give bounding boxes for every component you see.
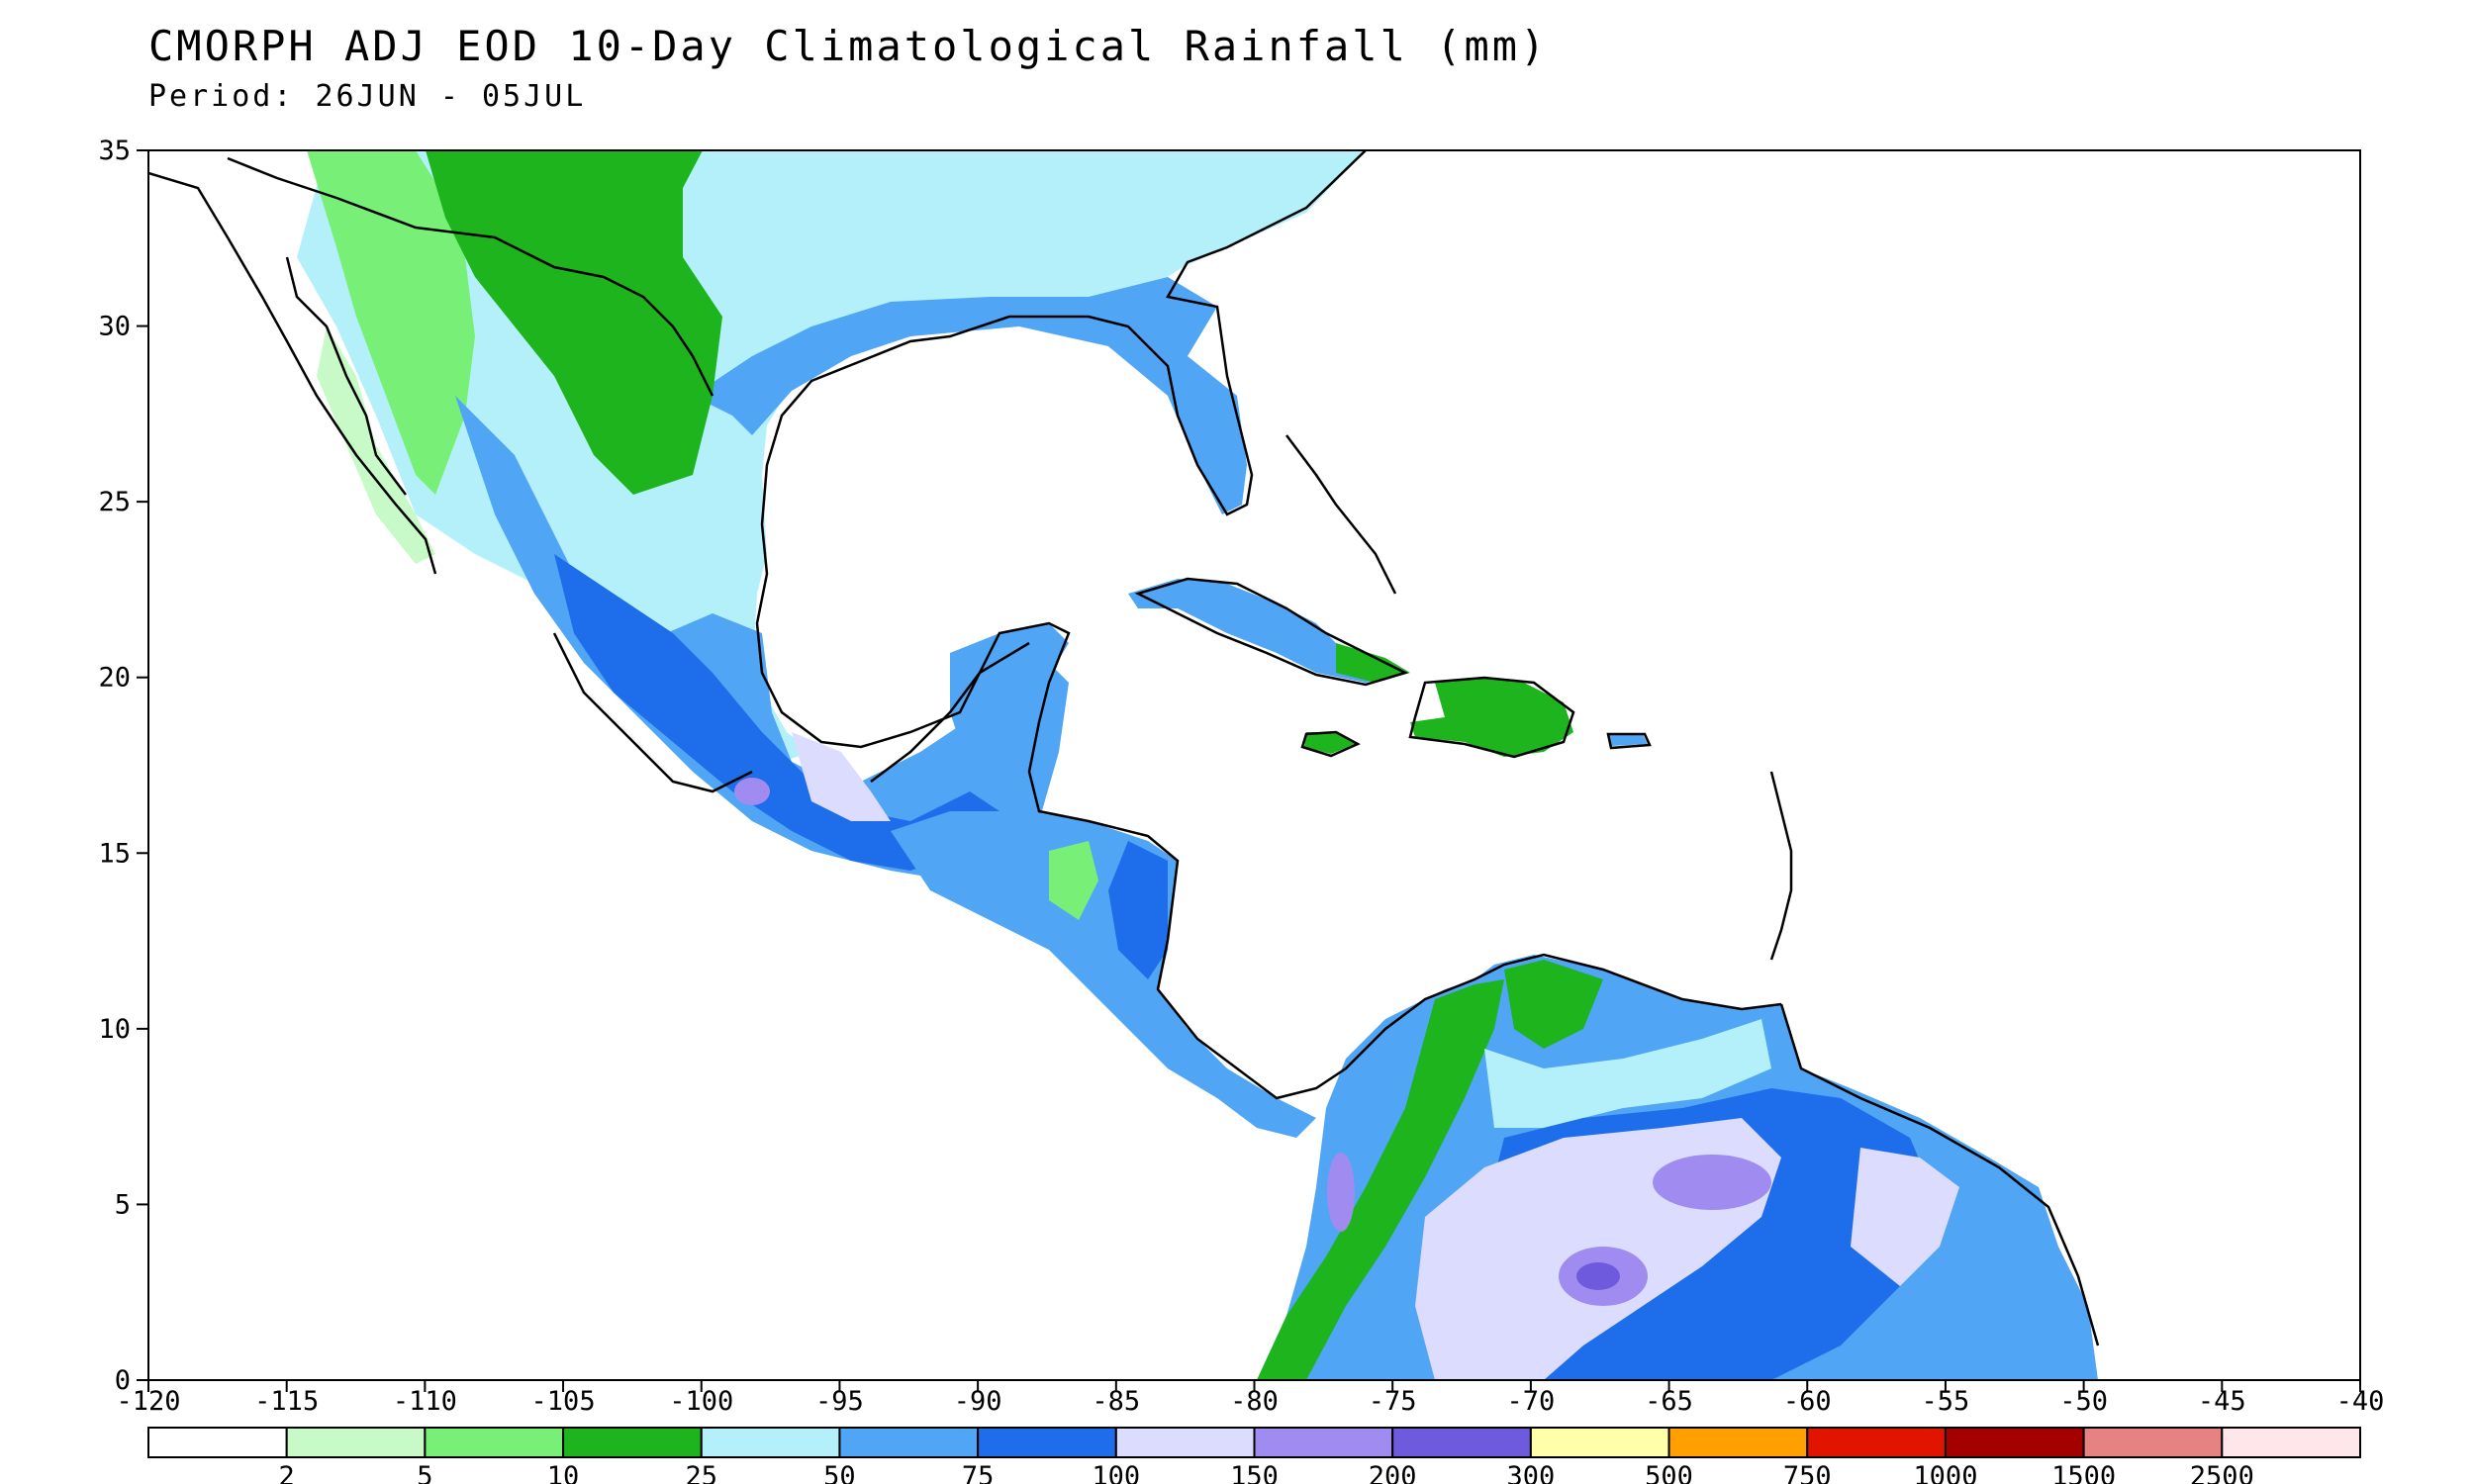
rainfall-region-yucatan	[950, 623, 1069, 791]
legend-label: 100	[1092, 1461, 1140, 1484]
legend-swatch	[562, 1427, 703, 1458]
legend-label: 300	[1506, 1461, 1555, 1484]
legend-swatch	[2221, 1427, 2361, 1458]
rainfall-region-venezuela-green	[1504, 960, 1603, 1049]
legend-swatch	[424, 1427, 565, 1458]
lon-tick-label: -115	[254, 1386, 319, 1417]
lon-tick-label: -90	[954, 1386, 1002, 1417]
rainfall-region-central-america	[891, 811, 1316, 1138]
lon-tick-label: -120	[116, 1386, 180, 1417]
lon-tick-label: -65	[1645, 1386, 1693, 1417]
lon-tick-label: -105	[531, 1386, 596, 1417]
rainfall-region-nw-mexico	[307, 150, 475, 495]
lon-tick-label: -40	[2336, 1386, 2385, 1417]
lon-tick-label: -80	[1230, 1386, 1279, 1417]
legend-label: 1000	[1913, 1461, 1977, 1484]
rainfall-region-light-blue-sa	[1484, 1019, 1771, 1128]
lat-tick-label: 15	[98, 838, 131, 869]
legend-label: 5	[417, 1461, 432, 1484]
lon-tick-label: -95	[815, 1386, 864, 1417]
lon-tick-label: -50	[2059, 1386, 2108, 1417]
rainfall-region-purple-core-east	[1653, 1155, 1771, 1210]
lon-tick-label: -60	[1783, 1386, 1832, 1417]
legend-swatch	[700, 1427, 841, 1458]
lat-tick-label: 5	[115, 1189, 131, 1220]
legend-label: 25	[685, 1461, 717, 1484]
lon-tick-label: -45	[2198, 1386, 2246, 1417]
rainfall-region-andes-green	[1257, 979, 1504, 1380]
legend-swatch	[1806, 1427, 1947, 1458]
lon-tick-label: -75	[1369, 1386, 1417, 1417]
rainfall-region-gulf-coast	[693, 277, 1247, 514]
legend-label: 150	[1230, 1461, 1279, 1484]
coastlines	[148, 150, 2100, 1346]
rainfall-region-central-america-dark	[1108, 841, 1168, 979]
rainfall-legend: 2 5 10 25 50 75 100 150 200 300 500 750 1000 1500 2500	[147, 1427, 2361, 1484]
latitude-axis: 0 5 10 15 20 25 30 35	[98, 136, 148, 1396]
rainfall-region-dark-purple-core	[1576, 1262, 1620, 1290]
rainfall-region-hispaniola	[1410, 678, 1573, 757]
legend-label: 10	[547, 1461, 580, 1484]
lon-tick-label: -55	[1922, 1386, 1970, 1417]
rainfall-region-south-mexico	[455, 396, 1069, 881]
rainfall-region-jamaica	[1304, 732, 1356, 754]
legend-label: 2	[279, 1461, 295, 1484]
lon-tick-label: -85	[1092, 1386, 1140, 1417]
lat-tick-label: 10	[98, 1014, 131, 1045]
rainfall-region-isthmus-lavender	[792, 732, 891, 821]
rainfall-region-mexico-dark	[554, 554, 999, 871]
rainfall-region-guianas	[1851, 1148, 1959, 1286]
rainfall-region-mexico-plateau	[426, 150, 722, 495]
legend-swatch	[838, 1427, 980, 1458]
legend-swatch	[2082, 1427, 2224, 1458]
legend-label: 500	[1645, 1461, 1693, 1484]
legend-label: 2500	[2190, 1461, 2254, 1484]
legend-label: 1500	[2051, 1461, 2116, 1484]
lon-tick-label: -70	[1506, 1386, 1555, 1417]
legend-swatch	[1667, 1427, 1809, 1458]
lat-tick-label: 20	[98, 663, 131, 694]
lon-tick-label: -100	[669, 1386, 733, 1417]
legend-label: 200	[1369, 1461, 1417, 1484]
lon-tick-label: -110	[393, 1386, 457, 1417]
legend-swatch	[147, 1427, 288, 1458]
map-subtitle: Period: 26JUN - 05JUL	[148, 79, 587, 114]
legend-label: 750	[1783, 1461, 1832, 1484]
legend-label: 75	[962, 1461, 995, 1484]
lat-tick-label: 30	[98, 312, 131, 342]
legend-swatch	[1253, 1427, 1394, 1458]
lat-tick-label: 25	[98, 487, 131, 517]
legend-swatch	[1114, 1427, 1256, 1458]
lat-tick-label: 35	[98, 136, 131, 166]
map-title: CMORPH ADJ EOD 10-Day Climatological Rai…	[148, 22, 1549, 70]
legend-swatch	[977, 1427, 1117, 1458]
rainfall-region-guatemala-green	[1049, 841, 1098, 920]
legend-swatch	[1944, 1427, 2085, 1458]
rainfall-region-puerto-rico	[1608, 734, 1648, 746]
lat-tick-label: 0	[115, 1365, 131, 1396]
rainfall-region-baja	[317, 326, 435, 564]
legend-label: 50	[823, 1461, 856, 1484]
legend-swatch	[1529, 1427, 1670, 1458]
legend-swatch	[285, 1427, 427, 1458]
rainfall-field	[297, 150, 2098, 1380]
rainfall-region-cuba-east	[1336, 643, 1410, 683]
legend-swatch	[1391, 1427, 1532, 1458]
rainfall-region-colombia-purple	[1327, 1153, 1355, 1232]
longitude-axis: -120 -115 -110 -105 -100 -95 -90 -85 -80 -75 -70 -6…	[116, 1380, 2384, 1417]
rainfall-region-oaxaca-purple	[734, 778, 770, 805]
